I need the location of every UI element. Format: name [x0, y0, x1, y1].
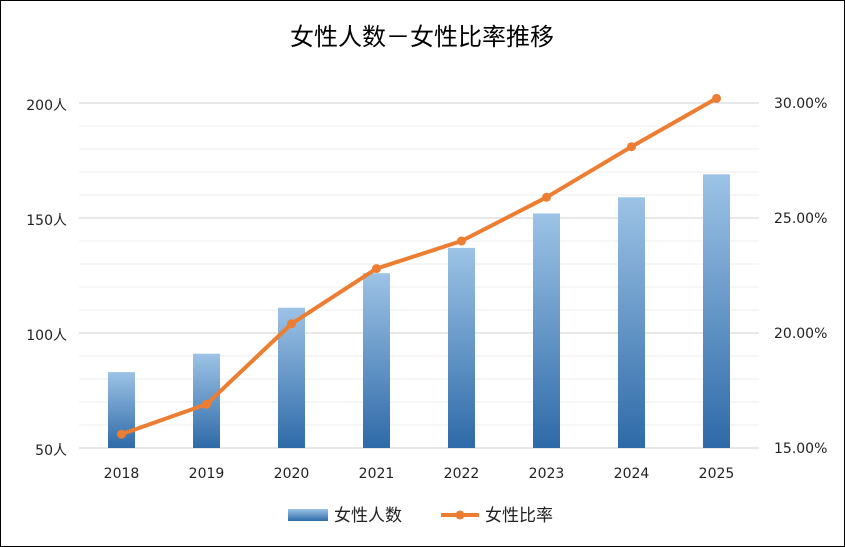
- x-tick-label: 2020: [274, 466, 310, 482]
- x-tick-label: 2021: [359, 466, 395, 482]
- x-tick-label: 2019: [189, 466, 225, 482]
- gridlines: [79, 102, 759, 449]
- right-tick-label: 15.00%: [774, 441, 827, 457]
- line-series: [117, 93, 721, 439]
- bar-2020: [278, 307, 305, 448]
- legend-label-ratio: 女性比率: [485, 506, 553, 526]
- ratio-line: [119, 96, 719, 437]
- ratio-point-2021: [372, 264, 381, 274]
- ratio-point-2024: [627, 142, 636, 152]
- x-tick-label: 2022: [444, 466, 480, 482]
- left-axis-tick-labels: 50人 100人 150人 200人: [26, 98, 67, 459]
- right-tick-label: 25.00%: [774, 211, 827, 227]
- chart-title: 女性人数－女性比率推移: [290, 23, 554, 51]
- ratio-point-2023: [542, 192, 551, 202]
- ratio-point-2025: [712, 93, 721, 103]
- right-tick-label: 30.00%: [774, 96, 827, 112]
- left-tick-label: 50人: [35, 443, 67, 459]
- right-axis-tick-labels: 15.00% 20.00% 25.00% 30.00%: [774, 96, 827, 457]
- x-tick-label: 2018: [104, 466, 140, 482]
- left-tick-label: 100人: [26, 328, 67, 344]
- bar-2025: [703, 174, 730, 449]
- legend-line-marker: [455, 510, 465, 520]
- x-tick-label: 2025: [699, 466, 735, 482]
- legend-label-count: 女性人数: [334, 506, 402, 526]
- bar-2022: [448, 247, 475, 448]
- ratio-point-2022: [457, 236, 466, 246]
- left-tick-label: 200人: [26, 98, 67, 114]
- right-tick-label: 20.00%: [774, 326, 827, 342]
- ratio-point-2019: [202, 399, 211, 409]
- ratio-point-2018: [117, 429, 126, 439]
- left-tick-label: 150人: [26, 213, 67, 229]
- bar-2023: [533, 213, 560, 448]
- bar-series: [108, 174, 730, 449]
- x-tick-label: 2023: [529, 466, 565, 482]
- x-axis-tick-labels: 2018 2019 2020 2021 2022 2023 2024 2025: [104, 466, 735, 482]
- x-tick-label: 2024: [614, 466, 650, 482]
- legend: 女性人数 女性比率: [288, 506, 553, 526]
- ratio-point-2020: [287, 319, 296, 329]
- bar-2021: [363, 273, 390, 448]
- legend-bar-swatch: [288, 509, 328, 521]
- bar-2024: [618, 197, 645, 448]
